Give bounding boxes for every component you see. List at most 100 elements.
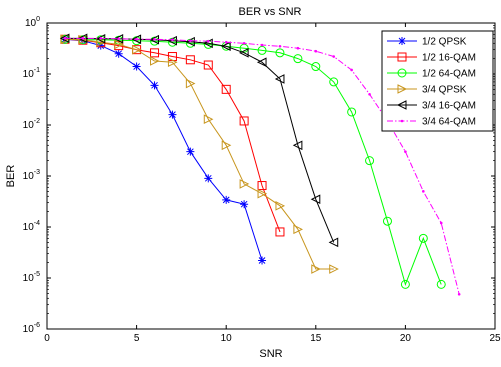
y-tick-label: 10-6	[23, 322, 40, 335]
data-point	[135, 37, 138, 41]
data-point	[114, 49, 123, 58]
data-point	[81, 37, 85, 40]
y-axis-title: BER	[5, 165, 17, 188]
data-point	[275, 227, 285, 237]
data-point	[296, 46, 300, 50]
data-point	[189, 39, 192, 42]
data-point	[132, 62, 141, 71]
legend-marker	[397, 68, 407, 78]
series-line	[64, 38, 442, 286]
data-point	[329, 264, 339, 274]
data-point	[256, 57, 267, 68]
data-point	[150, 48, 160, 58]
data-point	[436, 279, 446, 289]
legend-marker	[397, 84, 408, 94]
legend-item: 3/4 QPSK	[387, 84, 467, 96]
data-point	[185, 55, 195, 65]
x-tick-label: 0	[44, 333, 50, 344]
data-point	[171, 38, 174, 42]
data-point	[382, 216, 392, 226]
legend-label: 1/2 16-QAM	[422, 53, 476, 64]
data-point	[293, 224, 303, 235]
data-point	[204, 174, 213, 183]
legend-label: 3/4 16-QAM	[422, 101, 476, 112]
data-point	[365, 156, 375, 166]
legend-item: 3/4 16-QAM	[387, 100, 476, 112]
data-point	[242, 41, 246, 45]
data-point	[206, 39, 210, 43]
legend-item: 3/4 64-QAM	[387, 117, 476, 128]
data-point	[368, 92, 371, 96]
chart-title: BER vs SNR	[239, 6, 302, 18]
data-point	[404, 150, 407, 153]
legend-marker	[396, 100, 407, 110]
data-point	[167, 57, 178, 68]
data-point	[457, 292, 461, 296]
y-tick-label: 10-1	[23, 67, 40, 80]
legend-item: 1/2 16-QAM	[387, 52, 476, 64]
x-tick-label: 20	[400, 333, 412, 344]
legend-marker	[400, 119, 404, 123]
data-point	[310, 194, 321, 205]
data-point	[221, 84, 231, 94]
legend-marker	[398, 37, 406, 45]
data-point	[99, 37, 103, 40]
data-point	[329, 77, 339, 87]
legend-item: 1/2 64-QAM	[387, 68, 476, 80]
data-point	[222, 195, 231, 204]
data-point	[96, 41, 105, 50]
legend-label: 1/2 QPSK	[422, 37, 467, 48]
data-point	[311, 62, 321, 72]
legend-item: 1/2 QPSK	[387, 37, 467, 48]
data-point	[314, 49, 318, 53]
data-point	[153, 37, 156, 41]
series-line	[64, 37, 335, 243]
data-point	[257, 45, 267, 55]
data-point	[240, 200, 249, 209]
data-point	[117, 37, 120, 41]
legend-label: 1/2 64-QAM	[422, 69, 476, 80]
y-tick-label: 10-2	[23, 118, 40, 131]
data-point	[422, 190, 425, 193]
data-point	[400, 279, 410, 289]
series-line	[64, 38, 334, 270]
data-point	[274, 74, 285, 84]
data-point	[131, 34, 142, 45]
legend-marker	[397, 52, 407, 62]
data-point	[203, 114, 214, 124]
data-point	[350, 68, 353, 72]
plot-frame	[46, 22, 496, 330]
data-point	[150, 56, 160, 66]
series-layer	[59, 33, 461, 296]
data-point	[332, 55, 336, 58]
y-tick-label: 100	[25, 16, 40, 29]
series-6	[63, 37, 461, 296]
data-point	[418, 233, 428, 243]
x-tick-label: 10	[221, 333, 233, 344]
data-point	[328, 237, 339, 248]
data-point	[96, 37, 106, 48]
data-point	[275, 201, 286, 211]
series-4	[60, 34, 339, 274]
data-point	[311, 264, 321, 274]
series-line	[64, 38, 263, 261]
legend-box	[381, 30, 494, 132]
data-point	[258, 256, 267, 265]
x-tick-label: 15	[310, 333, 322, 344]
legend-label: 3/4 64-QAM	[422, 117, 476, 128]
y-tick-label: 10-5	[23, 271, 40, 284]
data-point	[186, 147, 195, 156]
data-point	[132, 44, 142, 55]
data-point	[257, 181, 267, 191]
data-point	[293, 54, 303, 64]
y-tick-label: 10-3	[23, 169, 40, 182]
x-tick-label: 5	[134, 333, 140, 344]
data-point	[185, 78, 196, 89]
data-point	[77, 33, 88, 44]
data-point	[203, 60, 213, 70]
data-point	[239, 48, 249, 58]
data-point	[63, 37, 67, 40]
legend-label: 3/4 QPSK	[422, 85, 467, 96]
data-point	[221, 41, 231, 52]
